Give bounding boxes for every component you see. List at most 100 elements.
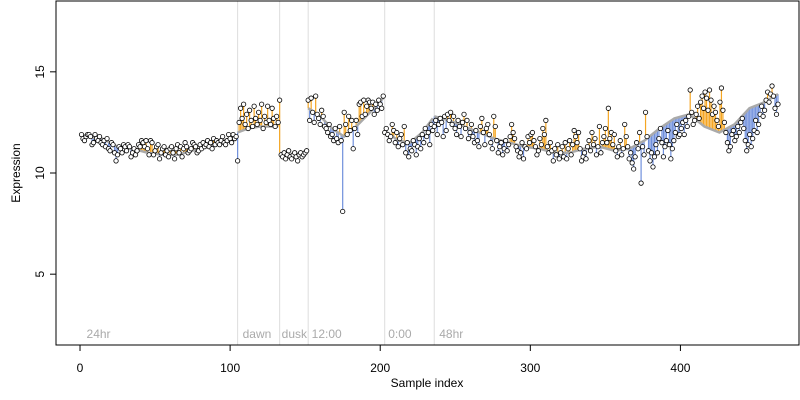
data-point bbox=[413, 152, 419, 158]
data-point bbox=[419, 131, 425, 138]
y-tick-label: 10 bbox=[33, 166, 47, 180]
data-point bbox=[773, 111, 780, 117]
data-point bbox=[769, 83, 775, 89]
data-point bbox=[491, 113, 497, 119]
data-point bbox=[480, 129, 486, 136]
data-point bbox=[678, 125, 684, 132]
data-point bbox=[156, 156, 163, 162]
data-point bbox=[388, 133, 394, 140]
data-point bbox=[590, 142, 597, 148]
data-point bbox=[440, 133, 446, 140]
data-point bbox=[506, 142, 512, 148]
data-point bbox=[425, 129, 431, 136]
data-point bbox=[541, 131, 547, 138]
data-point bbox=[684, 123, 690, 130]
data-point bbox=[343, 121, 349, 128]
data-point bbox=[666, 142, 672, 148]
data-point bbox=[724, 140, 730, 146]
data-point bbox=[705, 107, 711, 113]
data-point bbox=[698, 99, 704, 105]
data-point bbox=[556, 156, 562, 162]
data-point bbox=[403, 150, 409, 156]
data-point bbox=[123, 148, 130, 154]
data-point bbox=[706, 87, 713, 93]
data-point bbox=[462, 125, 469, 132]
data-point bbox=[368, 105, 374, 111]
data-point bbox=[262, 113, 268, 119]
data-point bbox=[550, 158, 556, 164]
data-point bbox=[349, 117, 355, 123]
data-point bbox=[575, 129, 582, 136]
fitted-line bbox=[433, 93, 779, 155]
data-point bbox=[183, 144, 190, 150]
data-point bbox=[503, 138, 509, 144]
data-point bbox=[747, 131, 753, 138]
data-point bbox=[537, 136, 543, 142]
data-point bbox=[564, 156, 570, 162]
data-point bbox=[286, 148, 292, 154]
y-axis: 5 10 15 bbox=[33, 65, 57, 278]
data-point bbox=[474, 138, 481, 144]
data-point bbox=[761, 107, 768, 113]
data-point bbox=[510, 129, 516, 136]
data-point bbox=[718, 85, 725, 91]
y-tick-label: 15 bbox=[33, 65, 47, 79]
data-point bbox=[553, 152, 559, 158]
data-point bbox=[583, 156, 589, 162]
data-point bbox=[616, 144, 622, 150]
data-point bbox=[632, 154, 638, 160]
data-point bbox=[686, 113, 692, 119]
data-point bbox=[759, 103, 765, 109]
data-point bbox=[311, 119, 317, 126]
data-point bbox=[598, 150, 604, 156]
data-points bbox=[78, 83, 781, 215]
data-point bbox=[654, 150, 661, 156]
data-point bbox=[364, 103, 370, 109]
data-point bbox=[648, 150, 655, 156]
data-point bbox=[650, 164, 656, 170]
data-point bbox=[703, 95, 710, 101]
data-point bbox=[610, 142, 616, 148]
data-point bbox=[406, 154, 412, 160]
data-point bbox=[275, 119, 281, 126]
data-point bbox=[509, 121, 515, 128]
data-point bbox=[443, 127, 449, 134]
data-point bbox=[326, 121, 332, 128]
data-point bbox=[431, 123, 437, 130]
data-point bbox=[468, 121, 475, 128]
data-point bbox=[644, 133, 650, 140]
data-point bbox=[700, 105, 707, 111]
data-point bbox=[660, 154, 667, 160]
data-point bbox=[523, 146, 530, 152]
data-point bbox=[672, 129, 678, 136]
data-point bbox=[104, 136, 110, 142]
data-point bbox=[250, 123, 256, 130]
annotation-label: dawn bbox=[243, 327, 272, 341]
data-point bbox=[742, 138, 748, 144]
data-point bbox=[238, 105, 244, 111]
data-point bbox=[126, 144, 133, 150]
data-point bbox=[635, 146, 641, 152]
data-point bbox=[586, 138, 592, 144]
data-point bbox=[168, 144, 175, 150]
x-tick-label: 400 bbox=[670, 361, 690, 375]
data-point bbox=[416, 136, 422, 142]
data-point bbox=[355, 131, 361, 138]
data-point bbox=[689, 109, 695, 115]
data-point bbox=[144, 146, 151, 152]
data-point bbox=[662, 144, 668, 150]
data-point bbox=[494, 138, 500, 144]
data-point bbox=[659, 140, 665, 146]
data-point bbox=[488, 140, 494, 146]
data-point bbox=[620, 146, 626, 152]
data-point bbox=[241, 101, 247, 107]
data-point bbox=[589, 129, 595, 136]
data-point bbox=[452, 125, 458, 132]
data-point bbox=[320, 113, 326, 119]
data-point bbox=[409, 148, 415, 154]
data-point bbox=[486, 131, 492, 138]
data-point bbox=[596, 123, 603, 130]
data-point bbox=[520, 156, 527, 162]
data-point bbox=[265, 103, 271, 109]
data-point bbox=[595, 144, 601, 150]
